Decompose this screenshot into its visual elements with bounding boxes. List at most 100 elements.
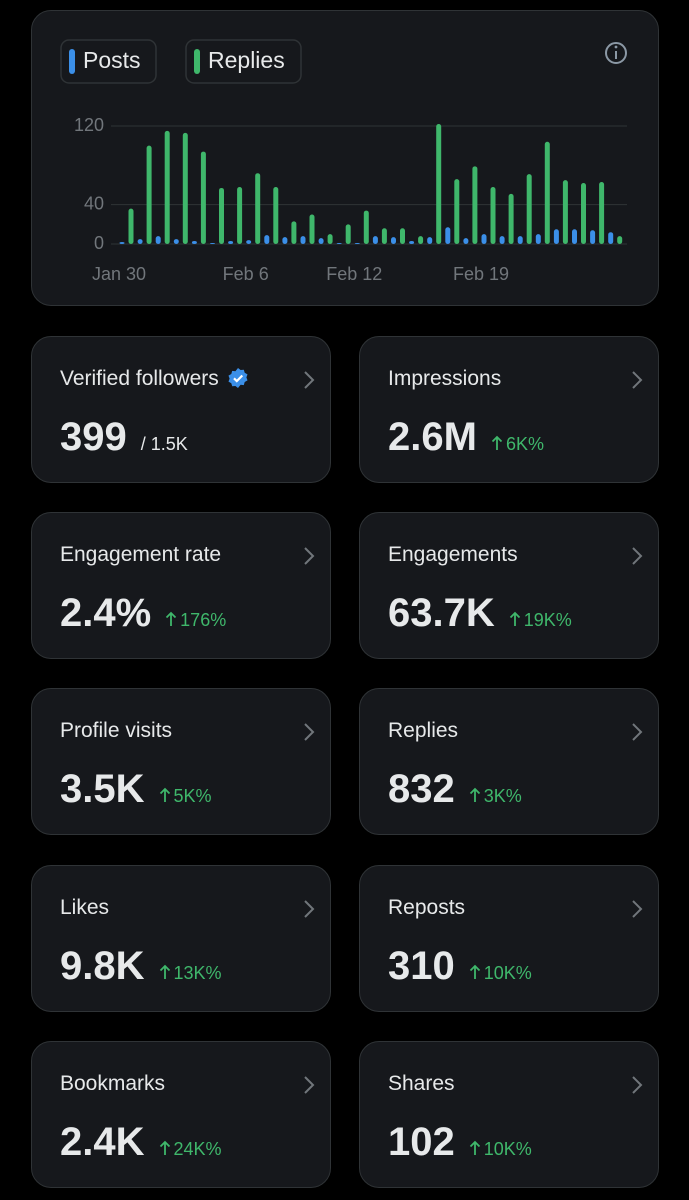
bar [453,178,459,244]
legend-item[interactable]: Posts [59,38,157,84]
y-tick-label: 40 [83,193,103,213]
metric-value: 399 / 1.5K [60,415,188,460]
y-tick-label: 0 [93,232,103,252]
metric-value: 102 10K% [388,1120,532,1165]
metric-card[interactable]: Reposts 310 10K% [359,864,659,1012]
info-icon[interactable] [604,41,627,64]
bar [616,235,622,244]
legend-swatch [68,48,75,74]
metric-label-text: Profile visits [60,719,173,743]
metric-value-text: 310 [388,943,455,988]
metric-value-text: 832 [388,767,455,812]
bar [146,145,152,244]
chart: Posts Replies 0 40 120 Jan 30 Feb 6 Feb 12 Feb 1… [59,38,627,283]
legend-label: Replies [208,47,285,73]
bar [562,179,568,244]
metric-change: 3K% [469,786,522,806]
bar [499,235,505,244]
bar [191,240,197,244]
up-arrow [491,435,503,450]
metric-label-text: Reposts [388,895,466,919]
up-arrow [469,1140,480,1155]
up-arrow [469,964,480,979]
up-arrow [166,611,177,627]
metric-change-text: 3K% [483,786,522,807]
metric-label: Shares [388,1072,455,1096]
metric-change-text: 13K% [173,962,222,983]
bar [263,234,269,244]
metric-value: 2.4% 176% [60,591,226,636]
chart-panel: Posts Replies 0 40 120 Jan 30 Feb 6 Feb 12 Feb 1… [31,10,659,306]
bar [363,210,369,244]
legend-item[interactable]: Replies [184,38,302,84]
up-arrow [509,611,520,627]
metric-value: 9.8K 13K% [60,944,222,989]
metric-card[interactable]: Profile visits 3.5K 5K% [31,688,331,836]
bar [408,240,414,244]
legend-button [59,38,157,84]
bar [553,228,559,244]
metric-card[interactable]: Shares 102 10K% [359,1040,659,1188]
metric-label: Likes [60,896,109,920]
bar [490,186,495,244]
metric-change: 13K% [159,963,222,983]
metric-change: 19K% [509,610,572,630]
metric-card[interactable]: Replies 832 3K% [359,688,659,836]
chevron [632,547,643,565]
bar [182,132,188,244]
metric-value-text: 9.8K [60,943,145,988]
metric-change: 24K% [159,1139,222,1159]
chevron [304,1076,315,1094]
metric-change-text: 5K% [173,786,212,807]
bar [254,172,260,244]
metric-change-text: 24K% [173,1138,222,1159]
metric-change-text: 176% [180,610,227,631]
bar [390,236,396,244]
bar [200,151,206,244]
chevron [632,1076,643,1094]
bar [227,240,233,244]
y-tick-label: 120 [73,114,103,134]
chevron [632,899,643,918]
metric-card[interactable]: Bookmarks 2.4K 24K% [31,1040,331,1188]
metric-card[interactable]: Engagements 63.7K 19K% [359,512,659,660]
up-arrow [469,788,480,803]
metric-card[interactable]: Likes 9.8K 13K% [31,864,331,1012]
metric-value-text: 2.6M [388,415,477,459]
metric-value: 832 3K% [388,767,522,812]
bar [245,239,251,244]
chevron [632,371,643,389]
bar [435,123,441,244]
metric-value-text: 3.5K [60,767,145,812]
bar [444,226,450,244]
bar [471,165,477,244]
metric-label: Engagement rate [60,543,221,567]
bar [336,242,342,244]
metric-value: 2.6M 6K% [388,415,544,460]
chevron [304,371,315,389]
metric-label-text: Bookmarks [60,1071,166,1095]
bar [462,237,468,244]
bar [300,235,305,244]
metric-card[interactable]: Engagement rate 2.4% 176% [31,512,331,660]
metric-label: Impressions [388,367,501,391]
legend-swatch [193,48,200,74]
metric-label-text: Shares [388,1071,455,1095]
metric-card[interactable]: Verified followers 399 / 1.5K [31,336,331,483]
up-arrow [159,788,170,803]
x-tick-label: Feb 12 [326,263,382,283]
bar [173,238,179,244]
metric-card[interactable]: Impressions 2.6M 6K% [359,336,659,483]
bar [517,235,523,244]
metric-change: 10K% [469,963,532,983]
metric-value: 3.5K 5K% [60,767,212,812]
metric-value-text: 63.7K [388,591,495,636]
metric-label-text: Likes [60,895,110,919]
bar [318,237,324,244]
bar [290,220,296,244]
bar [209,242,215,244]
bar [164,130,170,244]
metric-value-text: 2.4K [60,1119,145,1164]
up-arrow [159,964,170,979]
